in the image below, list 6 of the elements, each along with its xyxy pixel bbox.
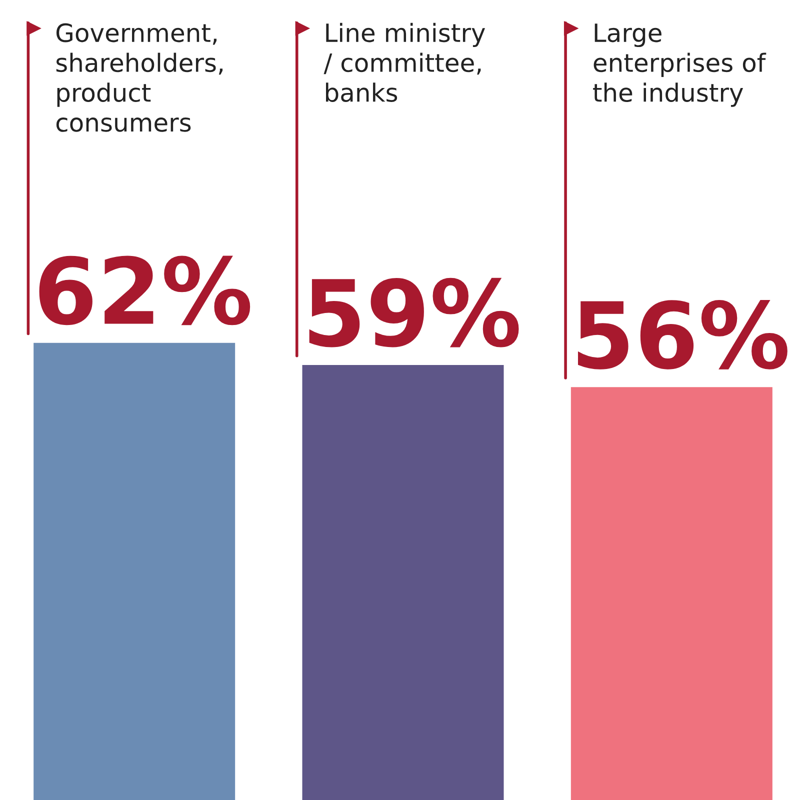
data-label: 56% (578, 300, 788, 370)
x-tick-label: Large enterprises of the industry (593, 24, 766, 107)
x-tick-label: Line ministry / committee, banks (324, 22, 486, 102)
x-tick-label: Government, shareholders, product consumers (56, 23, 223, 132)
data-label: 59% (309, 278, 519, 348)
data-label: 62% (39, 256, 250, 326)
